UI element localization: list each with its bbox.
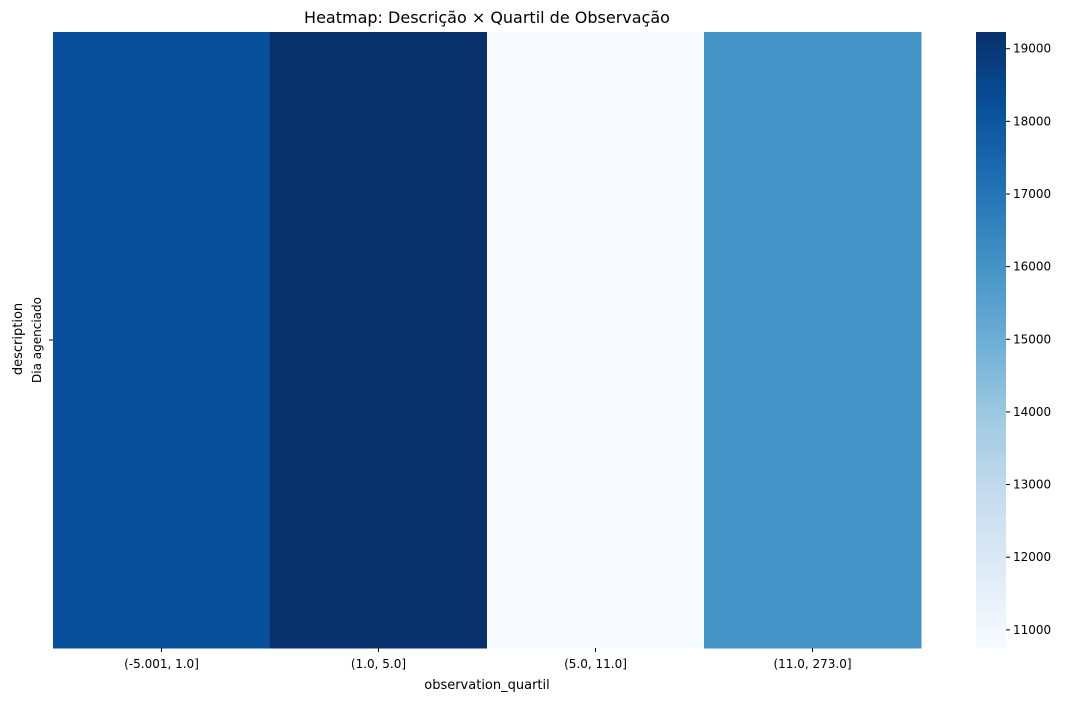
colorbar-ticks: 11000 12000 13000 14000 15000 16000 17000 18000…: [1006, 42, 1051, 637]
colorbar-tick-label: 17000: [1013, 187, 1051, 201]
colorbar-tick-label: 14000: [1013, 405, 1051, 419]
heatmap-cell: [704, 32, 922, 649]
colorbar: [976, 32, 1006, 648]
colorbar-tick-label: 13000: [1013, 478, 1051, 492]
colorbar-tick-label: 15000: [1013, 332, 1051, 346]
x-axis-label: observation_quartil: [424, 678, 550, 693]
colorbar-tick-label: 12000: [1013, 550, 1051, 564]
colorbar-tick-label: 19000: [1013, 42, 1051, 56]
colorbar-tick-label: 16000: [1013, 260, 1051, 274]
heatmap-cells: [53, 32, 922, 649]
y-axis: Dia agenciado: [30, 297, 53, 383]
colorbar-tick-label: 18000: [1013, 114, 1051, 128]
x-tick-label: (-5.001, 1.0]: [124, 657, 199, 671]
colorbar-tick-label: 11000: [1013, 623, 1051, 637]
x-tick-label: (1.0, 5.0]: [351, 657, 406, 671]
heatmap-cell: [270, 32, 488, 649]
y-axis-label: description: [11, 303, 26, 375]
chart-title: Heatmap: Descrição × Quartil de Observaç…: [304, 8, 670, 27]
heatmap-cell: [53, 32, 271, 649]
x-tick-label: (5.0, 11.0]: [564, 657, 627, 671]
heatmap-cell: [487, 32, 705, 649]
x-tick-label: (11.0, 273.0]: [773, 657, 851, 671]
x-axis: (-5.001, 1.0] (1.0, 5.0] (5.0, 11.0] (11.0,…: [124, 648, 852, 671]
y-tick-label: Dia agenciado: [30, 297, 44, 383]
